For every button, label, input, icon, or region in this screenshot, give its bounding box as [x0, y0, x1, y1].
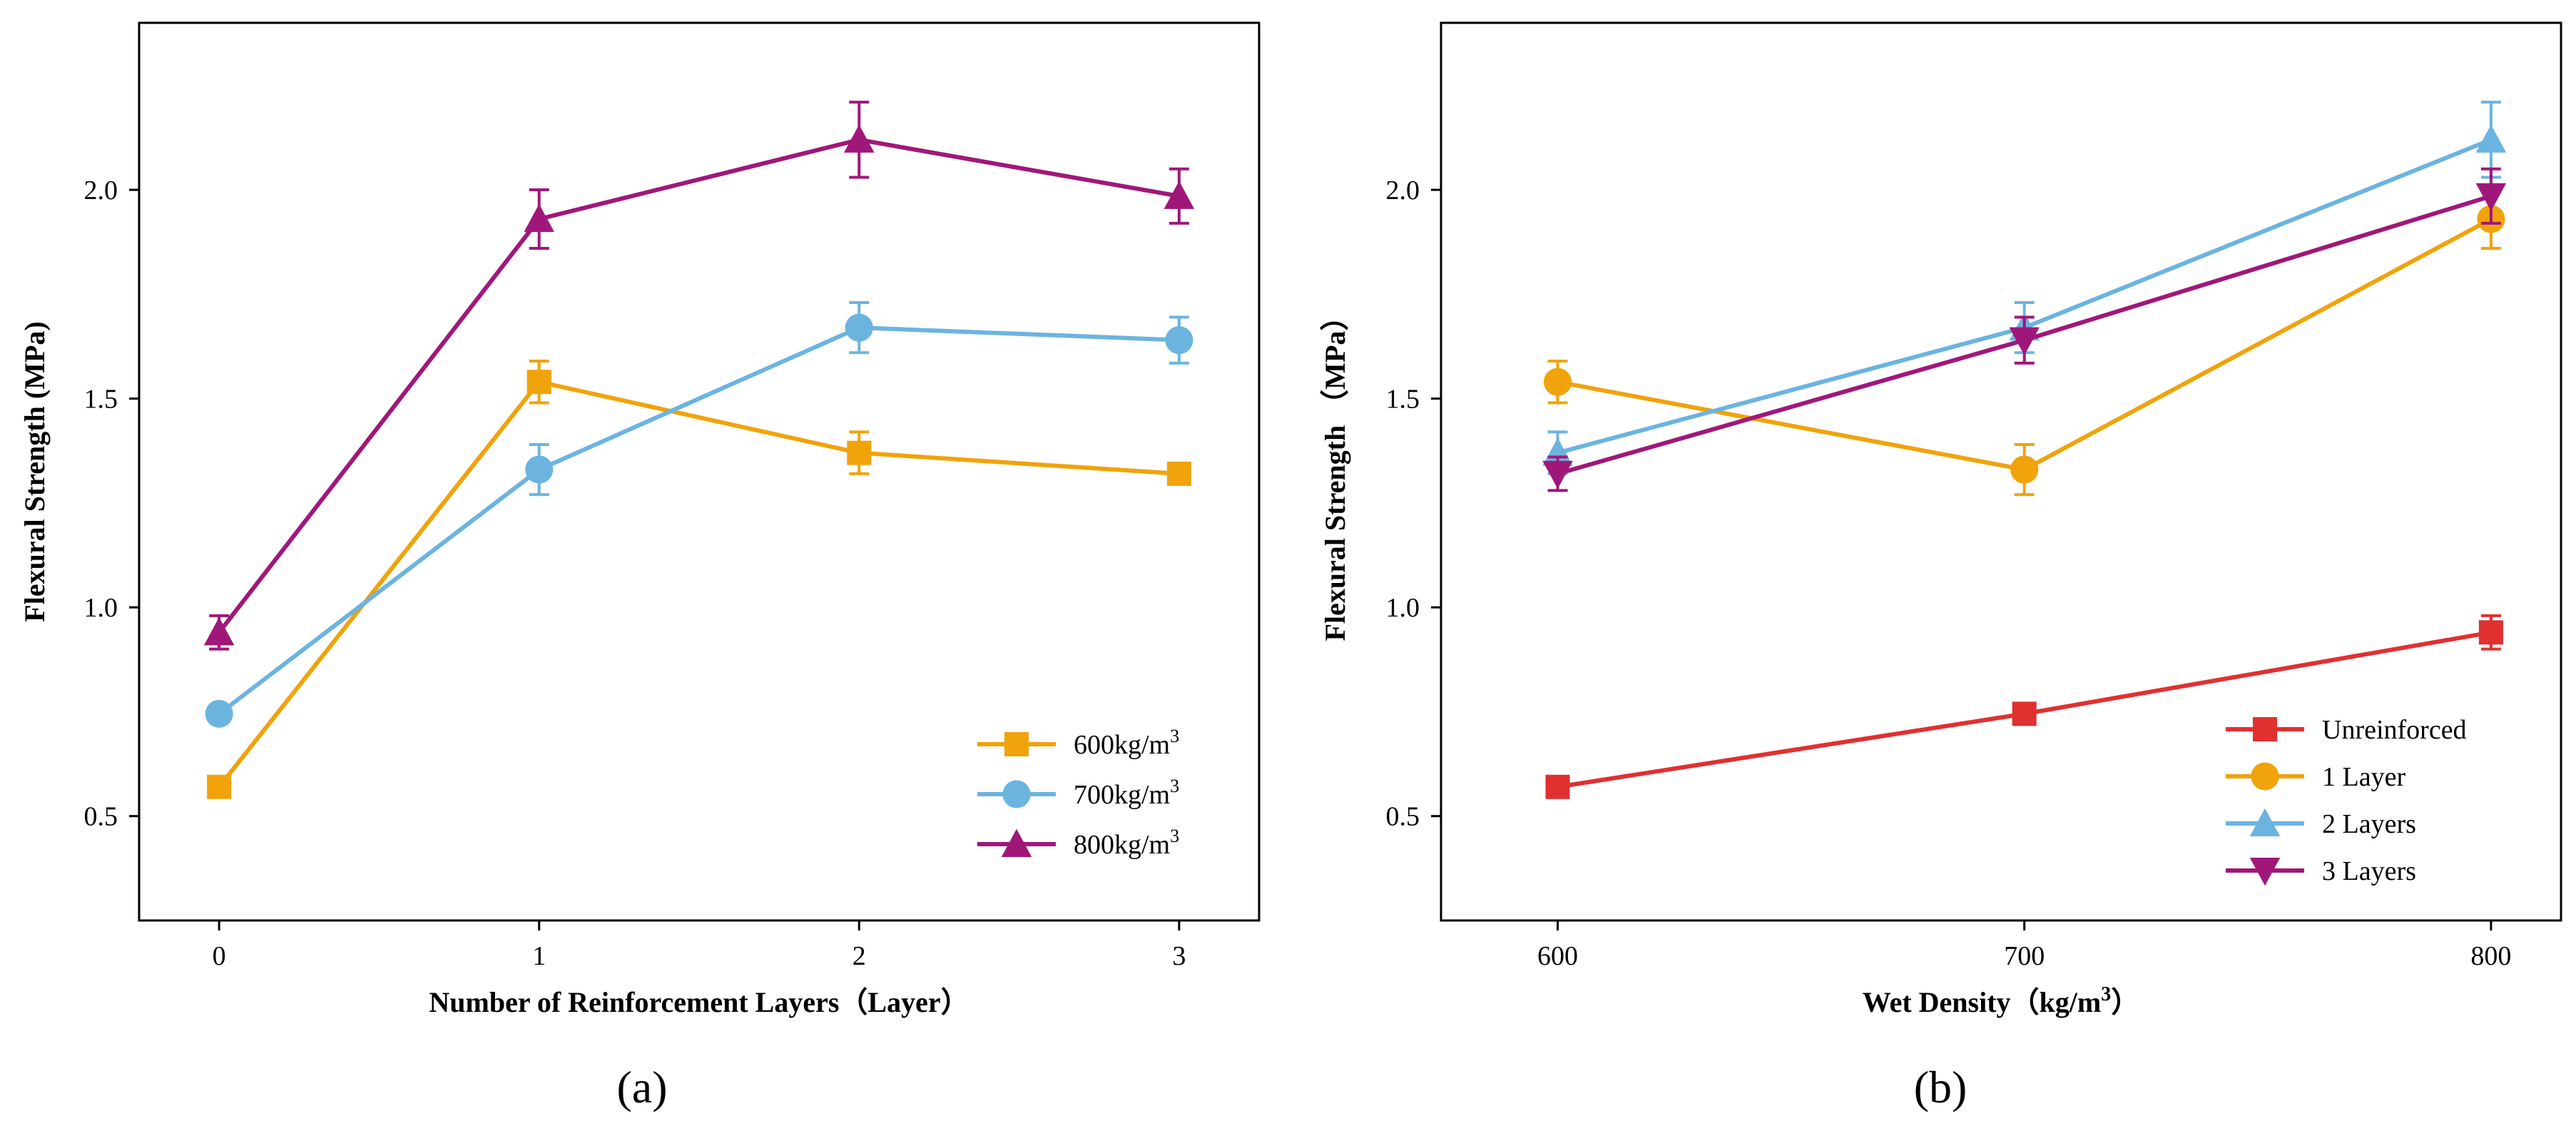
legend-label: 700kg/m3: [1074, 776, 1179, 810]
data-point: [524, 203, 554, 233]
series-800kg-m: [203, 101, 1195, 651]
legend-label-superscript: 3: [1170, 726, 1179, 746]
y-axis-title: Flexural Strength (MPa): [19, 321, 51, 622]
legend-marker: [1002, 780, 1031, 808]
data-point: [203, 617, 235, 646]
plot-frame: [138, 21, 1261, 922]
plot-frame: [1440, 21, 2562, 922]
legend: Unreinforced 1 Layer 2 Layers 3 Layers: [2226, 715, 2467, 886]
y-tick-label: 2.0: [1386, 176, 1420, 206]
x-axis-title-end: ）: [2111, 986, 2139, 1018]
panel-label: (b): [1914, 1062, 1967, 1112]
legend-marker: [2253, 717, 2277, 741]
x-tick-label: 800: [2470, 941, 2511, 971]
legend-label-text: 800kg/m: [1074, 830, 1170, 860]
data-point: [207, 774, 232, 799]
x-tick-label: 600: [1537, 941, 1578, 971]
x-tick-label: 0: [213, 941, 226, 971]
data-point: [2475, 124, 2507, 153]
y-tick-label: 0.5: [84, 802, 118, 832]
data-point: [847, 440, 872, 465]
y-tick-label: 2.0: [84, 176, 118, 206]
data-point: [2009, 327, 2040, 355]
panel-b: 0.5 1.0 1.5 2.0 600 700 800 Wet Density（kg/m3） F…: [1319, 21, 2562, 1112]
y-tick-label: 0.5: [1386, 802, 1420, 832]
legend-marker: [2249, 857, 2281, 886]
legend-marker: [1004, 732, 1029, 756]
y-tick-label: 1.5: [1386, 385, 1420, 415]
legend-label: 2 Layers: [2322, 809, 2416, 839]
panel-a: 0.5 1.0 1.5 2.0 0 1 2 3 Number of Reinforcement …: [19, 21, 1261, 1112]
legend-label: Unreinforced: [2322, 715, 2467, 745]
series-line: [217, 137, 1180, 634]
y-tick-label: 1.0: [1386, 593, 1420, 623]
legend-marker: [1001, 828, 1032, 858]
legend-marker: [2251, 762, 2279, 791]
series-line: [218, 325, 1179, 716]
x-axis-title: Wet Density（kg/m3）: [1863, 983, 2139, 1018]
panel-label: (a): [616, 1062, 667, 1112]
legend-marker: [2249, 808, 2281, 837]
legend-label-text: 3 Layers: [2322, 856, 2416, 886]
legend-label: 3 Layers: [2322, 856, 2416, 886]
legend-label-text: 2 Layers: [2322, 809, 2416, 839]
data-point: [525, 455, 554, 484]
x-axis-title-superscript: 3: [2101, 983, 2111, 1005]
series-600kg-m: [207, 359, 1191, 799]
legend-label-text: 700kg/m: [1074, 780, 1170, 810]
data-point: [1543, 367, 1572, 396]
legend-label-superscript: 3: [1170, 826, 1179, 846]
series-3-layers: [1542, 167, 2507, 492]
legend-label: 800kg/m3: [1074, 826, 1179, 860]
legend-label-superscript: 3: [1170, 776, 1179, 796]
x-axis-title-text: Wet Density（kg/m: [1863, 986, 2101, 1018]
data-point: [2010, 455, 2039, 484]
data-point: [1164, 181, 1195, 209]
y-tick-label: 1.5: [84, 385, 118, 415]
data-point: [1165, 326, 1193, 355]
data-point: [1542, 437, 1573, 466]
legend-label-text: 600kg/m: [1074, 730, 1170, 760]
series-700kg-m: [205, 301, 1193, 728]
data-point: [2475, 183, 2507, 212]
y-tick-label: 1.0: [84, 593, 118, 623]
data-point: [844, 124, 875, 153]
legend-label: 1 Layer: [2322, 762, 2406, 792]
series-line: [217, 379, 1180, 788]
legend-label: 600kg/m3: [1074, 726, 1179, 760]
data-point: [845, 313, 873, 342]
data-point: [1166, 461, 1191, 486]
x-axis-title: Number of Reinforcement Layers（Layer）: [429, 986, 969, 1018]
data-point: [1542, 460, 1573, 490]
x-tick-label: 2: [852, 941, 866, 971]
data-point: [1545, 774, 1570, 799]
data-point: [205, 699, 233, 728]
x-tick-label: 1: [532, 941, 546, 971]
series-unreinforced: [1545, 614, 2503, 799]
x-tick-label: 700: [2004, 941, 2045, 971]
x-axis-title-text: Number of Reinforcement Layers（Layer）: [429, 986, 969, 1018]
data-point: [526, 370, 551, 395]
data-point: [2478, 620, 2503, 645]
legend-label-text: 1 Layer: [2322, 762, 2406, 792]
legend-label-text: Unreinforced: [2322, 715, 2467, 745]
y-axis-title: Flexural Strength （MPa）: [1319, 303, 1351, 641]
data-point: [2012, 701, 2037, 726]
x-tick-label: 3: [1172, 941, 1186, 971]
